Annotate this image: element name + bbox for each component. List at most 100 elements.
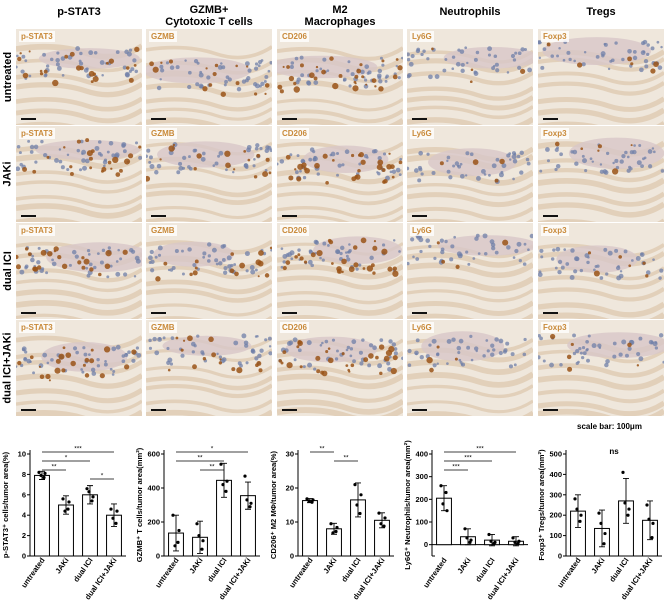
scale-bar (412, 118, 427, 120)
data-point (201, 539, 205, 543)
category-label: JAKi (53, 556, 70, 575)
data-point (379, 522, 383, 526)
stain-label: CD206 (280, 31, 309, 42)
scale-bar (412, 215, 427, 217)
stain-label: GZMB (149, 225, 177, 236)
micrograph-tregs-2: Foxp3 (538, 223, 664, 319)
data-point (335, 525, 339, 530)
tissue-image (538, 137, 664, 222)
tissue-image (16, 241, 142, 319)
data-point (63, 509, 67, 513)
data-point (43, 471, 47, 475)
micrograph-gzmb-3: GZMB (146, 320, 272, 416)
data-point (353, 483, 357, 487)
data-point (224, 489, 228, 493)
data-point (225, 479, 229, 483)
data-point (171, 513, 175, 517)
scale-bar (151, 118, 166, 120)
data-point (573, 497, 577, 501)
column-header-m2: M2 Macrophages (277, 4, 403, 28)
y-axis-label: GZMB⁺ T cells/tumor area(mm²) (135, 447, 144, 562)
scale-bar (151, 409, 166, 411)
data-point (623, 501, 627, 505)
data-point (305, 497, 309, 501)
micrograph-neut-3: Ly6G (407, 320, 533, 416)
data-point (602, 542, 606, 546)
data-point (115, 509, 119, 513)
micrograph-neut-1: Ly6G (407, 126, 533, 222)
error-bar (599, 509, 605, 548)
category-label: JAKi (321, 556, 338, 575)
tissue-image (277, 336, 403, 416)
data-point (221, 483, 225, 487)
stain-label: Foxp3 (541, 31, 569, 42)
scale-bar (412, 312, 427, 314)
stain-label: p-STAT3 (19, 128, 55, 139)
micrograph-gzmb-2: GZMB (146, 223, 272, 319)
error-bar (623, 478, 629, 524)
tick-label: 0 (558, 552, 562, 561)
data-point (359, 493, 363, 497)
tissue-image (407, 46, 533, 125)
data-point (173, 544, 177, 548)
tissue-image (538, 37, 664, 125)
data-point (579, 513, 583, 517)
category-label: untreated (421, 556, 448, 590)
data-point (114, 521, 118, 525)
data-point (307, 499, 311, 503)
tick-label: 2 (22, 531, 26, 540)
significance-label: * (65, 455, 68, 462)
data-point (249, 501, 253, 505)
significance-label: *** (476, 446, 484, 453)
category-label: untreated (555, 556, 582, 590)
data-point (489, 539, 493, 543)
category-label: dual ICI (608, 556, 631, 584)
error-bar (575, 494, 581, 528)
data-point (61, 497, 65, 501)
data-point (465, 536, 469, 540)
data-point (382, 524, 386, 528)
data-point (243, 474, 247, 478)
data-point (621, 470, 625, 474)
data-point (85, 487, 89, 491)
row-header-untreated: untreated (0, 29, 16, 125)
tick-label: 400 (147, 484, 160, 493)
data-point (197, 534, 201, 538)
tick-label: 100 (415, 518, 428, 527)
tissue-image (146, 333, 272, 416)
category-label: dual ICI (72, 556, 95, 584)
tick-label: 0 (156, 552, 160, 561)
error-bar (197, 520, 203, 554)
data-point (311, 498, 315, 502)
significance-label: *** (74, 446, 82, 453)
scale-bar (282, 118, 297, 120)
tissue-image (407, 233, 533, 319)
tissue-image (146, 45, 272, 125)
column-header-gzmb: GZMB+ Cytotoxic T cells (146, 4, 272, 28)
tissue-image (407, 146, 533, 222)
data-point (91, 495, 95, 499)
tick-label: 200 (415, 495, 428, 504)
column-header-line1: GZMB+ (189, 4, 229, 16)
data-point (445, 509, 449, 513)
data-point (67, 500, 71, 504)
stain-label: CD206 (280, 322, 309, 333)
micrograph-m2-1: CD206 (277, 126, 403, 222)
data-point (493, 540, 497, 544)
data-point (87, 490, 91, 494)
y-axis-label: Ly6G⁺ Neutrophils/tumor area(mm²) (403, 440, 412, 570)
tick-label: 400 (549, 470, 562, 479)
stain-label: Ly6G (410, 128, 434, 139)
tissue-image (16, 335, 142, 416)
stain-label: CD206 (280, 128, 309, 139)
data-point (334, 529, 338, 534)
data-point (39, 473, 43, 478)
tissue-image (277, 141, 403, 222)
tissue-image (16, 43, 142, 125)
category-label: dual ICI (340, 556, 363, 584)
chart-panel-gzmb: GZMB⁺ T cells/tumor area(mm²) 0 200 400 600 u… (134, 434, 267, 613)
error-bar (245, 481, 251, 510)
stain-label: Ly6G (410, 31, 434, 42)
micrograph-pstat3-2: p-STAT3 (16, 223, 142, 319)
row-header-dual-ici: dual ICI (0, 223, 16, 319)
